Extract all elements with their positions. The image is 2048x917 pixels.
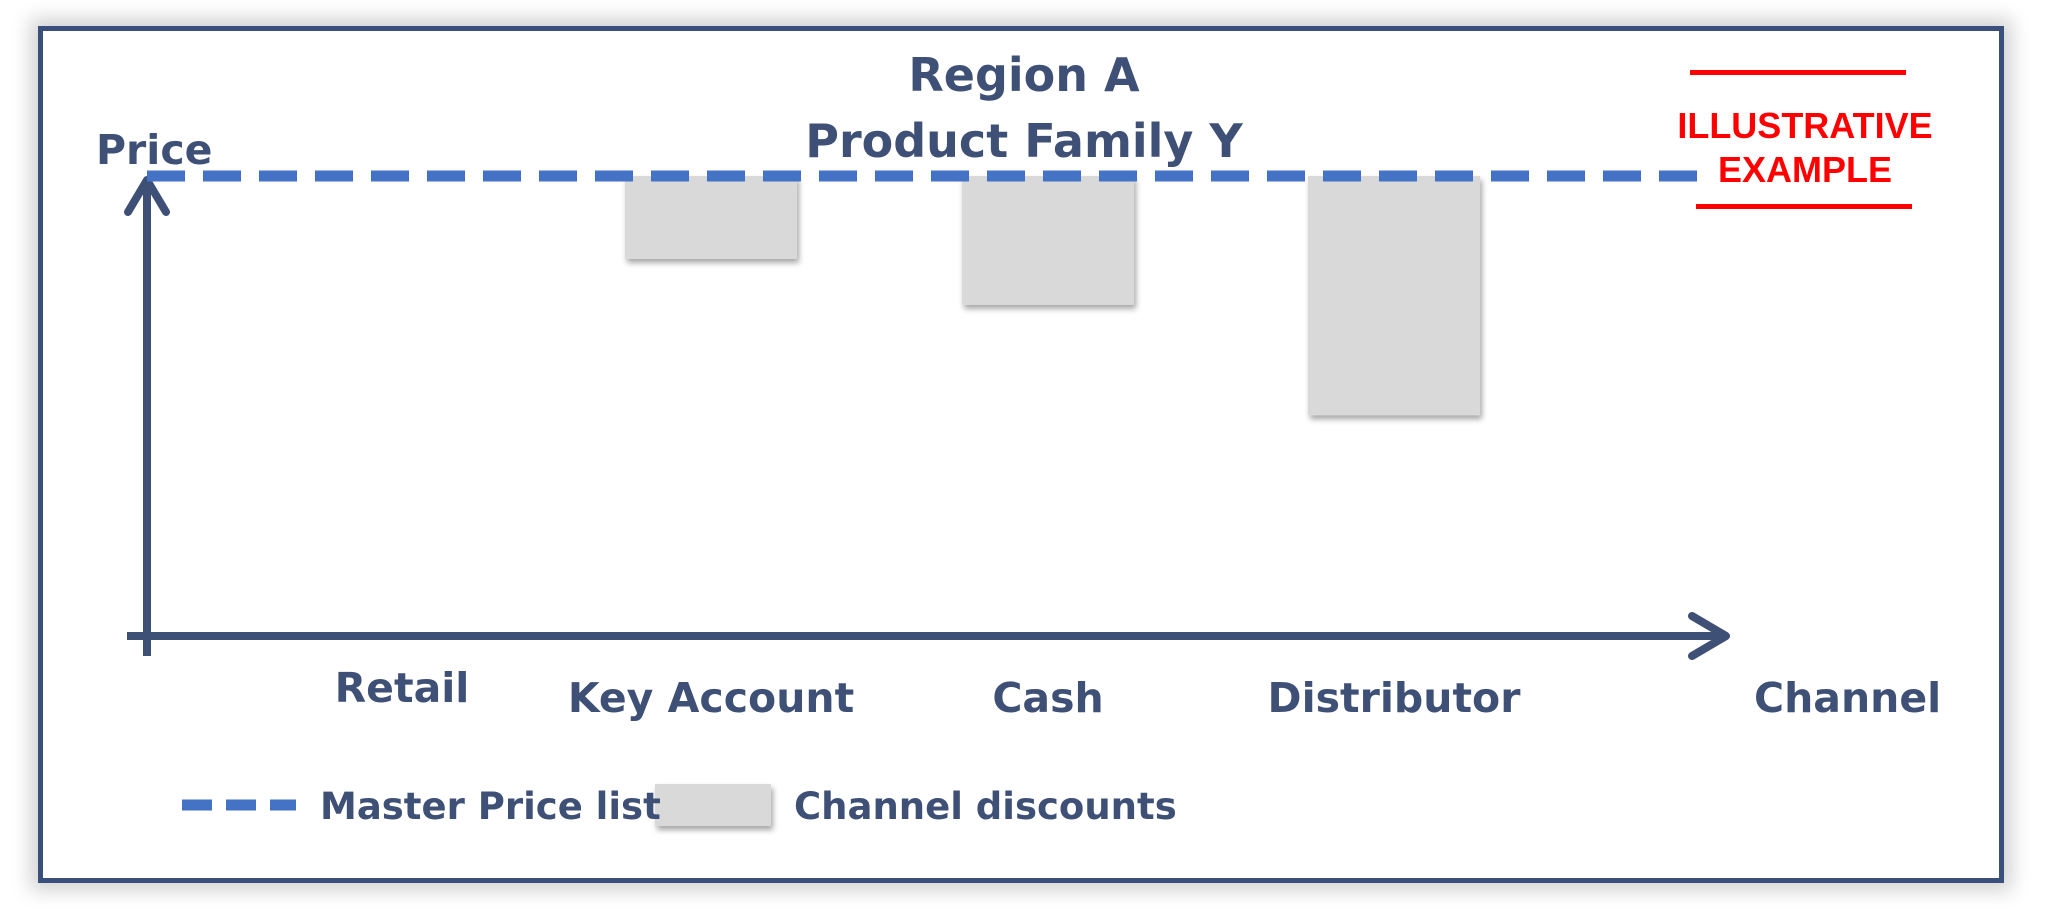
y-axis-label: Price xyxy=(96,126,213,174)
discount-bar-key-account xyxy=(625,176,797,259)
tick-label-cash: Cash xyxy=(992,674,1104,722)
chart-title-line-1: Region A xyxy=(908,48,1140,102)
illustrative-example-stamp: ILLUSTRATIVE EXAMPLE xyxy=(1660,64,1950,220)
chart-title-line-2: Product Family Y xyxy=(805,114,1243,168)
stamp-top-rule xyxy=(1690,70,1906,75)
x-axis xyxy=(127,612,1730,660)
tick-label-retail: Retail xyxy=(334,664,470,712)
legend-channel-discounts-label: Channel discounts xyxy=(794,785,1177,828)
discount-bars xyxy=(625,176,1480,416)
stamp-line-2: EXAMPLE xyxy=(1717,149,1893,190)
x-axis-label: Channel xyxy=(1754,674,1942,722)
tick-label-distributor: Distributor xyxy=(1267,674,1521,722)
tick-label-key-account: Key Account xyxy=(567,674,855,722)
legend-discount-swatch xyxy=(655,784,771,826)
stamp-line-1: ILLUSTRATIVE xyxy=(1677,105,1933,146)
stamp-bottom-rule xyxy=(1696,204,1912,209)
y-axis xyxy=(124,176,170,656)
chart-frame xyxy=(38,26,2004,883)
discount-bar-distributor xyxy=(1308,176,1480,416)
x-axis-arrowhead xyxy=(1688,612,1730,660)
legend-master-price-label: Master Price list xyxy=(320,785,661,828)
discount-bar-cash xyxy=(962,176,1134,305)
